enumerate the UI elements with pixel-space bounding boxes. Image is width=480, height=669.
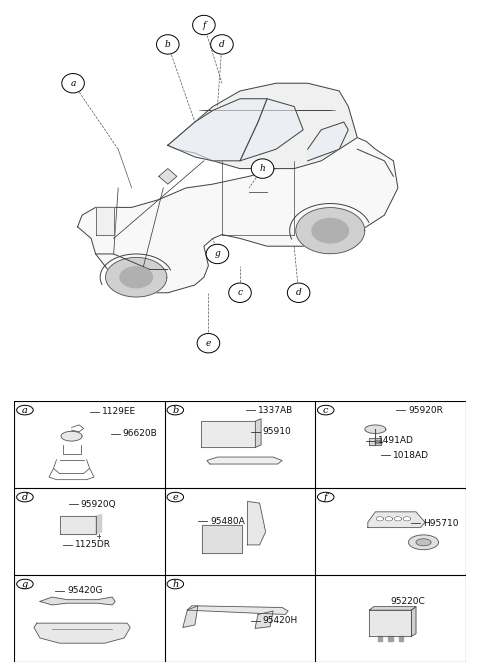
Text: e: e [172,492,178,502]
Circle shape [192,15,215,35]
Polygon shape [416,539,431,546]
Polygon shape [78,138,398,293]
Circle shape [167,492,183,502]
Text: h: h [172,579,179,589]
Polygon shape [96,207,114,235]
Text: 1018AD: 1018AD [394,451,430,460]
Text: e: e [206,339,211,348]
Polygon shape [369,607,416,610]
Text: h: h [260,164,265,173]
Polygon shape [403,516,411,521]
Text: c: c [238,288,242,297]
Text: b: b [172,405,179,415]
Text: d: d [22,492,28,502]
Polygon shape [388,636,393,642]
Circle shape [228,283,252,302]
Text: H95710: H95710 [423,518,459,528]
Polygon shape [378,636,382,642]
Text: f: f [324,492,327,502]
Polygon shape [255,611,273,628]
Text: g: g [22,579,28,589]
Polygon shape [120,267,153,288]
Text: 95910: 95910 [263,427,291,436]
Text: d: d [296,288,301,297]
Circle shape [17,492,33,502]
Text: 95220C: 95220C [390,597,425,606]
Text: g: g [215,250,220,258]
Circle shape [288,283,310,302]
Circle shape [317,492,334,502]
Circle shape [317,405,334,415]
Text: 1337AB: 1337AB [258,405,293,415]
Polygon shape [369,610,411,636]
Text: a: a [22,405,28,415]
Circle shape [17,579,33,589]
Polygon shape [248,502,265,545]
Polygon shape [168,99,303,161]
Polygon shape [40,597,115,605]
Polygon shape [96,514,102,534]
Text: d: d [219,40,225,49]
Polygon shape [399,636,403,642]
Polygon shape [369,438,382,445]
Polygon shape [312,219,348,243]
Polygon shape [411,607,416,636]
Circle shape [167,405,183,415]
Circle shape [197,333,220,353]
Polygon shape [34,624,130,643]
Polygon shape [296,207,365,254]
Text: 95420H: 95420H [263,616,298,625]
Polygon shape [376,516,384,521]
Text: c: c [323,405,328,415]
Text: f: f [202,21,205,29]
Polygon shape [385,516,393,521]
Text: 95420G: 95420G [67,587,103,595]
Polygon shape [394,516,402,521]
Polygon shape [203,525,241,553]
Circle shape [252,159,274,178]
Polygon shape [308,122,348,161]
Polygon shape [61,432,82,441]
Text: 96620B: 96620B [123,429,157,438]
Polygon shape [187,606,288,614]
Polygon shape [201,421,255,448]
Polygon shape [60,516,96,534]
Circle shape [167,579,183,589]
Polygon shape [255,419,261,448]
Polygon shape [365,425,386,434]
Circle shape [17,405,33,415]
Text: b: b [165,40,171,49]
Text: 1125DR: 1125DR [74,541,110,549]
Circle shape [156,35,179,54]
Circle shape [62,74,84,93]
Polygon shape [168,83,357,169]
Text: 95480A: 95480A [210,517,245,526]
Circle shape [211,35,233,54]
Polygon shape [159,169,177,184]
Text: 95920R: 95920R [408,405,444,415]
Text: 1129EE: 1129EE [102,407,136,416]
Text: 1491AD: 1491AD [378,436,414,445]
Polygon shape [106,258,167,297]
Polygon shape [408,535,439,550]
Circle shape [206,244,228,264]
Text: a: a [71,79,76,88]
Polygon shape [207,457,282,464]
Text: 95920Q: 95920Q [81,500,116,508]
Polygon shape [368,512,425,527]
Polygon shape [375,440,382,443]
Polygon shape [183,606,198,628]
